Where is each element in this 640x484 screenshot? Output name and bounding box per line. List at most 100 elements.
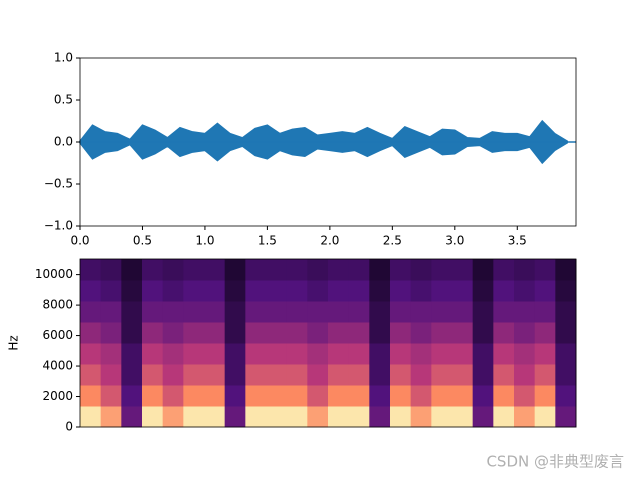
spectrogram-cell <box>452 385 474 407</box>
spectrogram-cell <box>162 364 184 386</box>
spectrogram-cell <box>534 259 556 281</box>
spectrogram-cell <box>162 322 184 344</box>
spectrogram-cell <box>555 406 577 428</box>
spectrogram-cell <box>286 322 308 344</box>
spectrogram-cell <box>80 343 102 365</box>
y-axis-label: Hz <box>7 335 21 350</box>
spectrogram-cell <box>514 406 536 428</box>
spectrogram-cell <box>286 343 308 365</box>
spectrogram-cell <box>348 343 370 365</box>
spectrogram-cell <box>80 259 102 281</box>
spectrogram-cell <box>555 301 577 323</box>
spectrogram-cell <box>142 343 164 365</box>
spectrogram-cell <box>431 301 453 323</box>
spectrogram-cell <box>410 280 432 302</box>
spectrogram-cell <box>328 280 350 302</box>
spectrogram-cell <box>204 343 226 365</box>
spectrogram-cell <box>183 301 205 323</box>
spectrogram-cell <box>100 385 122 407</box>
spectrogram-cell <box>431 322 453 344</box>
spectrogram-cell <box>369 280 391 302</box>
y-tick-label: 10000 <box>35 267 73 281</box>
spectrogram-cell <box>493 322 515 344</box>
spectrogram-cell <box>328 406 350 428</box>
spectrogram-cell <box>286 301 308 323</box>
spectrogram-cell <box>514 385 536 407</box>
x-tick-label: 2.0 <box>320 234 339 248</box>
spectrogram-cell <box>245 343 267 365</box>
spectrogram-cell <box>493 343 515 365</box>
spectrogram-cell <box>534 343 556 365</box>
spectrogram-cell <box>266 343 288 365</box>
spectrogram-cell <box>369 406 391 428</box>
spectrogram-cell <box>245 364 267 386</box>
spectrogram-cell <box>80 406 102 428</box>
spectrogram-cell <box>452 280 474 302</box>
spectrogram-cell <box>493 259 515 281</box>
x-tick-label: 0.0 <box>70 234 89 248</box>
spectrogram-cell <box>183 385 205 407</box>
spectrogram-cell <box>142 280 164 302</box>
spectrogram-cell <box>100 364 122 386</box>
spectrogram-cell <box>534 322 556 344</box>
spectrogram-cell <box>121 301 143 323</box>
spectrogram-cell <box>514 280 536 302</box>
spectrogram-cell <box>286 364 308 386</box>
spectrogram-cell <box>121 322 143 344</box>
spectrogram-cell <box>121 259 143 281</box>
spectrogram-cell <box>183 259 205 281</box>
spectrogram-cell <box>204 385 226 407</box>
spectrogram-cell <box>307 259 329 281</box>
spectrogram-cell <box>266 385 288 407</box>
spectrogram-cell <box>472 259 494 281</box>
spectrogram-cell <box>514 364 536 386</box>
axes-frame <box>79 258 577 428</box>
spectrogram-cell <box>493 406 515 428</box>
x-tick-label: 0.5 <box>133 234 152 248</box>
spectrogram-cell <box>555 343 577 365</box>
spectrogram-cell <box>390 259 412 281</box>
spectrogram-cell <box>493 280 515 302</box>
spectrogram-cell <box>328 364 350 386</box>
spectrogram-cell <box>390 385 412 407</box>
spectrogram-cell <box>452 406 474 428</box>
spectrogram-cell <box>390 280 412 302</box>
spectrogram-cell <box>266 259 288 281</box>
spectrogram-cell <box>204 301 226 323</box>
spectrogram-cell <box>472 301 494 323</box>
spectrogram-cell <box>348 322 370 344</box>
spectrogram-cell <box>224 364 246 386</box>
watermark: CSDN @非典型废言 <box>486 453 624 471</box>
spectrogram-cell <box>142 322 164 344</box>
spectrogram-cell <box>348 385 370 407</box>
spectrogram-cell <box>307 364 329 386</box>
y-tick-label: 6000 <box>42 328 73 342</box>
spectrogram-cell <box>307 406 329 428</box>
spectrogram-cell <box>142 406 164 428</box>
spectrogram-cell <box>183 406 205 428</box>
spectrogram-cell <box>328 301 350 323</box>
spectrogram-cell <box>162 406 184 428</box>
spectrogram-cell <box>555 280 577 302</box>
spectrogram-cell <box>224 301 246 323</box>
spectrogram-cell <box>493 364 515 386</box>
spectrogram-cell <box>555 259 577 281</box>
spectrogram-cell <box>162 385 184 407</box>
spectrogram-cell <box>245 406 267 428</box>
spectrogram-cell <box>452 301 474 323</box>
spectrogram-cell <box>410 343 432 365</box>
spectrogram-cell <box>224 343 246 365</box>
spectrogram-cell <box>245 259 267 281</box>
waveform-lower <box>79 141 569 165</box>
spectrogram-cell <box>307 322 329 344</box>
spectrogram-cell <box>472 385 494 407</box>
waveform-upper <box>79 119 569 143</box>
spectrogram-cell <box>224 406 246 428</box>
spectrogram-cell <box>80 280 102 302</box>
spectrogram-cell <box>245 322 267 344</box>
x-tick-label: 2.5 <box>383 234 402 248</box>
spectrogram-cell <box>410 301 432 323</box>
spectrogram-cell <box>472 406 494 428</box>
spectrogram-cell <box>555 322 577 344</box>
